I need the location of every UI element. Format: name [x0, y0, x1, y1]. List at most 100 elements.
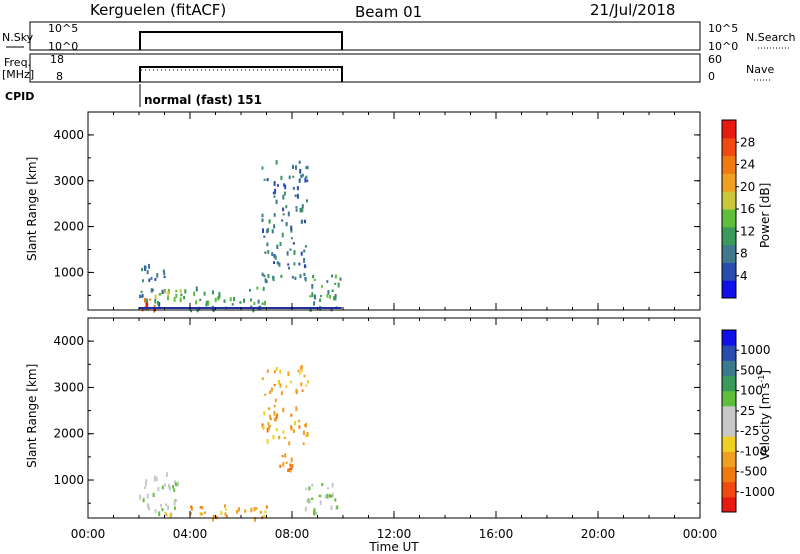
echo-cell	[306, 165, 309, 170]
echo-cell	[306, 432, 309, 437]
echo-cell	[154, 298, 157, 304]
echo-cell	[327, 487, 329, 490]
colorbar-segment	[722, 405, 736, 422]
freq-label-bottom: [MHz]	[2, 68, 34, 81]
echo-cell	[315, 511, 317, 515]
echo-cell	[156, 273, 159, 278]
echo-cell	[183, 295, 186, 300]
echo-cell	[224, 512, 227, 516]
echo-cell	[313, 508, 316, 513]
echo-cell	[271, 229, 274, 234]
echo-cell	[220, 510, 223, 516]
echo-cell	[284, 184, 287, 190]
echo-cell	[193, 291, 196, 297]
echo-cell	[272, 191, 275, 195]
echo-cell	[175, 289, 178, 293]
echo-cell	[275, 160, 278, 165]
echo-cell	[261, 423, 264, 428]
echo-cell	[267, 250, 270, 254]
colorbar-tick-label: -25	[740, 424, 760, 438]
echo-cell	[199, 512, 202, 516]
echo-cell	[212, 514, 215, 518]
echo-cell	[311, 284, 314, 289]
colorbar-segment	[722, 173, 736, 192]
colorbar-tick-label: -500	[740, 465, 767, 479]
echo-cell	[301, 173, 304, 177]
y-axis-label: Slant Range [km]	[25, 157, 39, 261]
echo-cell	[298, 419, 301, 423]
echo-cell	[143, 486, 146, 489]
colorbar-segment	[722, 155, 736, 174]
nsky-tick-top: 10^5	[48, 22, 78, 35]
echo-cell	[286, 251, 289, 256]
echo-cell	[303, 374, 306, 378]
echo-cell	[273, 254, 276, 258]
echo-cell	[254, 516, 257, 522]
echo-cell	[179, 297, 182, 303]
echo-cell	[149, 298, 152, 301]
echo-cell	[331, 274, 334, 278]
echo-cell	[311, 483, 314, 487]
echo-cell	[329, 295, 332, 299]
echo-cell	[262, 425, 265, 430]
echo-cell	[266, 369, 269, 373]
echo-cell	[172, 485, 175, 489]
colorbar-segment	[722, 280, 736, 299]
echo-cell	[250, 298, 253, 302]
echo-cell	[319, 500, 322, 505]
echo-cell	[285, 205, 288, 209]
colorbar-tick-label: -100	[740, 444, 767, 458]
echo-cell	[224, 504, 226, 508]
echo-cell	[305, 422, 308, 428]
echo-cell	[303, 264, 306, 269]
echo-cell	[158, 511, 161, 517]
freq-tick-bottom: 8	[56, 70, 63, 83]
echo-cell	[167, 288, 170, 294]
echo-cell	[330, 494, 333, 498]
nsky-trace	[139, 31, 343, 50]
echo-cell	[280, 391, 283, 396]
echo-cell	[337, 282, 340, 288]
echo-cell	[289, 470, 292, 473]
echo-cell	[161, 289, 164, 292]
echo-cell	[259, 510, 262, 514]
echo-cell	[239, 301, 242, 304]
echo-cell	[169, 513, 172, 519]
power-colorbar-label: Power [dB]	[758, 183, 772, 248]
echo-cell	[268, 219, 271, 224]
echo-cell	[291, 464, 294, 468]
echo-cell	[205, 303, 208, 307]
echo-cell	[304, 177, 307, 183]
echo-cell	[168, 484, 171, 489]
echo-cell	[177, 483, 180, 487]
echo-cell	[164, 512, 167, 515]
beam-label: Beam 01	[355, 3, 422, 21]
echo-cell	[237, 508, 240, 512]
colorbar-segment	[722, 330, 736, 346]
echo-cell	[263, 178, 266, 181]
echo-cell	[144, 297, 146, 303]
echo-cell	[334, 293, 337, 299]
colorbar-tick-label: 16	[740, 202, 755, 216]
x-tick-label: 00:00	[683, 527, 718, 541]
echo-cell	[283, 191, 286, 196]
echo-cell	[243, 298, 245, 303]
echo-cell	[297, 369, 300, 373]
echo-cell	[301, 207, 304, 213]
echo-cell	[311, 497, 314, 500]
echo-cell	[199, 506, 202, 509]
x-tick-label: 08:00	[275, 527, 310, 541]
echo-cell	[140, 290, 143, 294]
echo-cell	[273, 418, 276, 422]
echo-cell	[261, 377, 264, 381]
echo-cell	[285, 222, 288, 227]
echo-cell	[289, 463, 292, 467]
plot-frame	[87, 111, 701, 311]
echo-cell	[308, 486, 311, 491]
echo-cell	[304, 219, 306, 224]
colorbar-segment	[722, 496, 736, 513]
echo-cell	[278, 435, 281, 440]
echo-cell	[261, 218, 264, 222]
echo-cell	[295, 165, 297, 170]
echo-cell	[272, 435, 275, 440]
